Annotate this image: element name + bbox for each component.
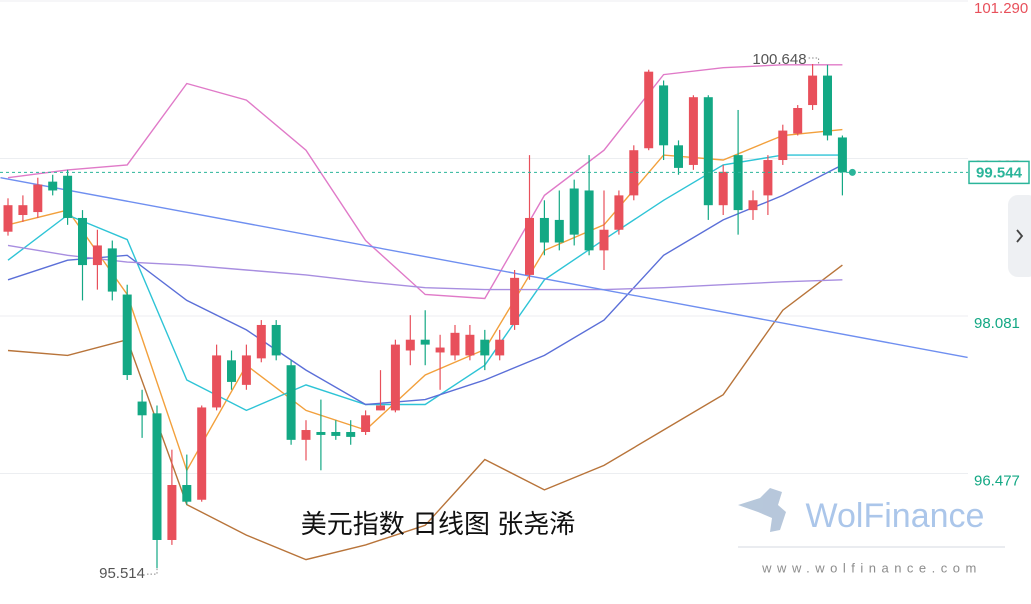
candle-body xyxy=(137,401,147,416)
candle-body xyxy=(197,407,207,500)
candle-body xyxy=(629,150,639,196)
chevron[interactable] xyxy=(1016,229,1024,243)
candle-body xyxy=(361,415,371,432)
indicator-line xyxy=(7,128,843,473)
candle-body xyxy=(346,431,356,437)
expand-button-bg[interactable] xyxy=(1008,195,1031,277)
high-annotation: 100.648 xyxy=(752,51,806,68)
candle-body xyxy=(33,184,43,213)
candle-body xyxy=(510,277,520,325)
candle-body xyxy=(748,200,758,211)
indicator-lines xyxy=(0,64,968,561)
candle-body xyxy=(301,430,311,440)
indicator-line xyxy=(7,264,843,561)
indicator-line xyxy=(7,244,843,291)
y-tick-label: 98.081 xyxy=(974,315,1020,332)
candle-body xyxy=(331,431,341,436)
indicator-line xyxy=(7,154,843,412)
candle-body xyxy=(227,360,236,382)
candle-body xyxy=(271,324,281,356)
low-leader xyxy=(147,568,158,575)
candle-body xyxy=(167,485,177,540)
candle-body xyxy=(763,160,773,196)
y-tick-label: 101.290 xyxy=(974,0,1028,17)
low-annotation: 95.514 xyxy=(99,565,145,582)
candle-body xyxy=(703,97,713,206)
price-tag: 99.544 xyxy=(976,164,1023,181)
candle-body xyxy=(435,347,445,353)
watermark: WolFinance www.wolfinance.com xyxy=(738,488,1005,575)
logo xyxy=(738,488,786,532)
candle-body xyxy=(286,365,296,440)
candle-body xyxy=(376,405,385,411)
candle-body xyxy=(420,339,430,345)
candle-body xyxy=(495,339,505,356)
candle-body xyxy=(450,332,460,356)
candle-body xyxy=(584,190,594,251)
watermark-brand: WolFinance xyxy=(806,497,985,535)
candle-body xyxy=(465,334,475,356)
candle-body xyxy=(733,155,743,211)
y-tick-label: 96.477 xyxy=(974,472,1020,489)
candle-body xyxy=(107,248,117,292)
candle-body xyxy=(480,339,490,356)
candle-body xyxy=(659,85,669,146)
candle-body xyxy=(3,205,13,232)
high-leader xyxy=(808,57,820,65)
candle-body xyxy=(63,175,73,218)
candle-body xyxy=(823,75,832,136)
candle-body xyxy=(182,485,192,502)
candle-body xyxy=(614,195,624,230)
candle-body xyxy=(152,413,162,540)
candle-body xyxy=(256,324,266,359)
candle-body xyxy=(837,137,847,173)
watermark-url: www.wolfinance.com xyxy=(761,560,982,575)
candle-body xyxy=(674,145,683,168)
candle-body xyxy=(793,107,803,134)
candle-body xyxy=(92,245,102,266)
candle-body xyxy=(644,71,654,149)
candle-body xyxy=(778,130,788,161)
indicator-line xyxy=(0,177,968,359)
candle-body xyxy=(539,217,549,243)
indicator-line xyxy=(7,164,843,406)
indicator-line xyxy=(7,64,843,300)
candle-body xyxy=(241,355,251,385)
candle-body xyxy=(808,75,818,106)
candle-body xyxy=(78,217,87,266)
expand-button[interactable] xyxy=(1008,195,1031,277)
candle-body xyxy=(316,431,326,435)
candles xyxy=(3,64,847,569)
candle-body xyxy=(718,171,728,206)
candle-body xyxy=(525,217,534,275)
chart-title: 美元指数 日线图 张尧浠 xyxy=(301,509,575,539)
price-tag-box xyxy=(968,160,1030,185)
candle-body xyxy=(390,344,400,411)
labels: 96.47798.08199.685101.29099.544100.64895… xyxy=(0,0,1030,582)
candle-body xyxy=(688,97,698,165)
candle-body xyxy=(48,181,58,191)
candle-body xyxy=(599,229,609,251)
candle-body xyxy=(18,205,28,216)
candle-body xyxy=(122,294,132,376)
candle-body xyxy=(569,188,579,235)
candle-body xyxy=(554,219,564,243)
price-dot xyxy=(848,168,856,176)
candle-body xyxy=(212,355,222,408)
candle-body xyxy=(405,339,415,351)
grid xyxy=(0,0,968,475)
